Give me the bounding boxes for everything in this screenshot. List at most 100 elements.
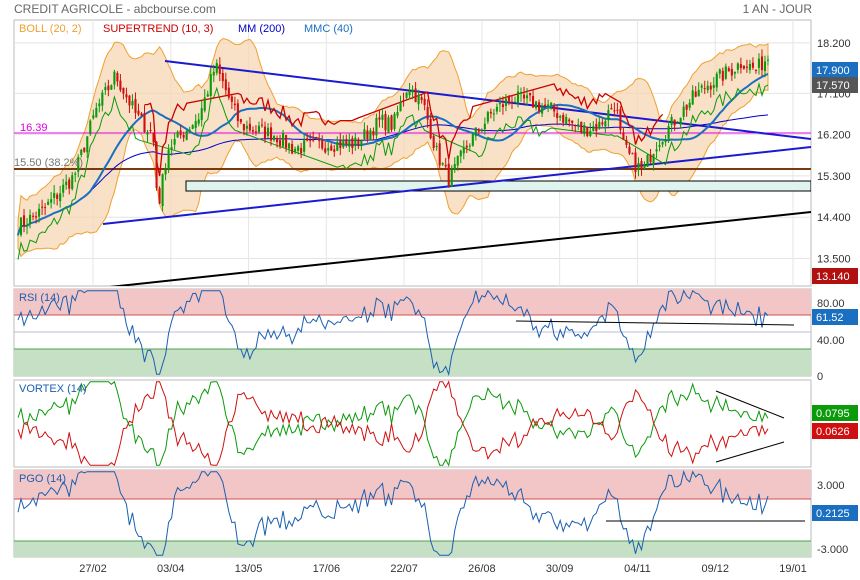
price-tick-label: 15.300	[817, 171, 851, 183]
candle-body	[525, 95, 529, 99]
candle-body	[519, 92, 523, 95]
candle-body	[269, 127, 273, 141]
candle-body	[703, 88, 706, 90]
candle-body	[369, 130, 372, 141]
candle-body	[486, 112, 489, 122]
candle-body	[559, 116, 562, 118]
candle-body	[245, 125, 248, 129]
candle-body	[513, 101, 517, 103]
price-tick-label: 18.200	[817, 38, 851, 50]
vortex-title: VORTEX (14)	[19, 383, 87, 395]
candle-body	[568, 119, 571, 122]
pgo-upper-zone	[14, 470, 811, 499]
candle-body	[423, 98, 426, 106]
candle-body	[149, 130, 152, 132]
candle-body	[565, 116, 568, 124]
candle-body	[760, 56, 764, 71]
candle-body	[622, 132, 625, 140]
candle-body	[254, 131, 258, 133]
vortex-minus-line	[17, 380, 769, 467]
candle-body	[330, 145, 333, 151]
candle-body	[131, 100, 134, 106]
period-label: 1 AN - JOUR	[742, 2, 812, 16]
candle-body	[640, 161, 643, 169]
candle-body	[586, 126, 589, 137]
candle-body	[429, 118, 432, 139]
candle-body	[616, 109, 619, 111]
candle-body	[742, 65, 745, 69]
candle-body	[294, 148, 297, 152]
candle-body	[462, 147, 465, 154]
candle-body	[613, 110, 616, 112]
candle-body	[667, 126, 670, 139]
candle-body	[477, 129, 480, 132]
vortex-minus-box	[812, 423, 858, 439]
legend-mm: MM (200)	[238, 23, 285, 35]
candle-body	[649, 154, 652, 163]
x-tick-label: 19/01	[779, 563, 807, 575]
candle-body	[315, 137, 318, 140]
candle-body	[417, 94, 420, 105]
x-tick-label: 22/07	[390, 563, 418, 575]
candle-body	[646, 155, 649, 167]
candle-body	[538, 102, 541, 111]
candle-body	[116, 73, 119, 82]
candle-body	[321, 139, 324, 149]
candle-body	[766, 59, 770, 61]
candle-body	[652, 153, 655, 165]
candle-body	[643, 164, 646, 170]
pgo-tick-pos: 3.000	[817, 480, 845, 492]
candle-body	[113, 71, 116, 85]
candle-body	[161, 174, 164, 207]
candle-body	[700, 85, 703, 88]
candle-body	[59, 193, 62, 202]
candle-body	[257, 125, 261, 133]
pgo-panel: PGO (14) 3.000 -3.000 0.2125	[13, 469, 858, 558]
candle-body	[697, 89, 700, 97]
chart-title: CREDIT AGRICOLE - abcbourse.com	[14, 2, 216, 16]
candle-body	[495, 106, 498, 112]
candle-body	[661, 141, 664, 145]
candle-body	[589, 130, 592, 136]
pgo-line	[17, 470, 769, 556]
candle-body	[324, 148, 327, 153]
boll-lower-value: 13.140	[816, 271, 850, 283]
candle-body	[535, 101, 538, 108]
candle-body	[354, 137, 357, 146]
vortex-plus-value: 0.0795	[816, 408, 850, 420]
candle-body	[739, 64, 742, 69]
candle-body	[44, 207, 47, 209]
vortex-panel: VORTEX (14) 0.0795 0.0626	[13, 379, 858, 468]
candle-body	[550, 102, 553, 107]
candle-body	[188, 129, 191, 132]
candle-body	[507, 96, 511, 102]
candle-body	[176, 131, 179, 138]
candle-body	[375, 117, 378, 136]
candle-body	[438, 143, 441, 166]
candle-body	[718, 69, 721, 74]
candle-body	[303, 140, 306, 152]
candle-body	[260, 124, 264, 126]
candle-body	[432, 135, 435, 148]
candle-body	[598, 121, 601, 129]
prev-close: 17.570	[816, 80, 850, 92]
legend-boll: BOLL (20, 2)	[19, 23, 82, 35]
candle-body	[348, 140, 351, 147]
rsi-tick-40: 40.00	[817, 335, 845, 347]
candle-body	[339, 140, 342, 149]
candle-body	[197, 119, 200, 124]
candle-body	[408, 91, 411, 96]
candle-body	[757, 58, 761, 68]
candle-body	[143, 113, 146, 133]
candle-body	[468, 145, 471, 147]
candle-body	[342, 139, 345, 148]
legend-mmc: MMC (40)	[304, 23, 353, 35]
x-axis: 27/02 03/04 13/05 17/06 22/07 26/08 30/09 04/11…	[79, 563, 807, 575]
rsi-tick-0: 0	[817, 371, 823, 383]
candle-body	[411, 89, 414, 93]
candle-body	[282, 133, 285, 147]
candle-body	[167, 149, 170, 170]
candle-body	[450, 169, 453, 187]
pgo-last-value: 0.2125	[816, 508, 850, 520]
